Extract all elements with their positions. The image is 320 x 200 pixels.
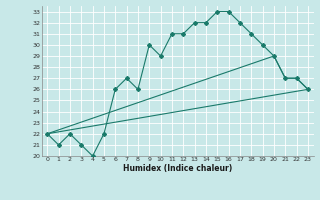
X-axis label: Humidex (Indice chaleur): Humidex (Indice chaleur) xyxy=(123,164,232,173)
